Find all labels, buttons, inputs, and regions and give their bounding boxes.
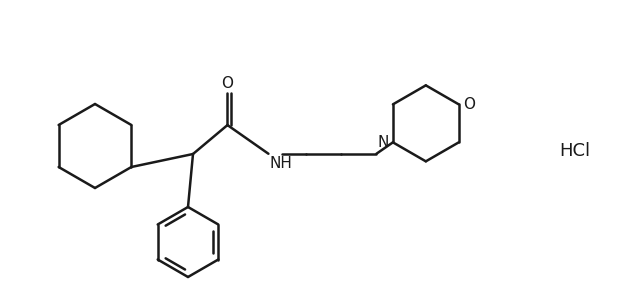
Text: NH: NH	[269, 156, 292, 171]
Text: HCl: HCl	[559, 142, 591, 160]
Text: O: O	[463, 97, 475, 112]
Text: O: O	[221, 76, 234, 91]
Text: N: N	[378, 135, 389, 150]
